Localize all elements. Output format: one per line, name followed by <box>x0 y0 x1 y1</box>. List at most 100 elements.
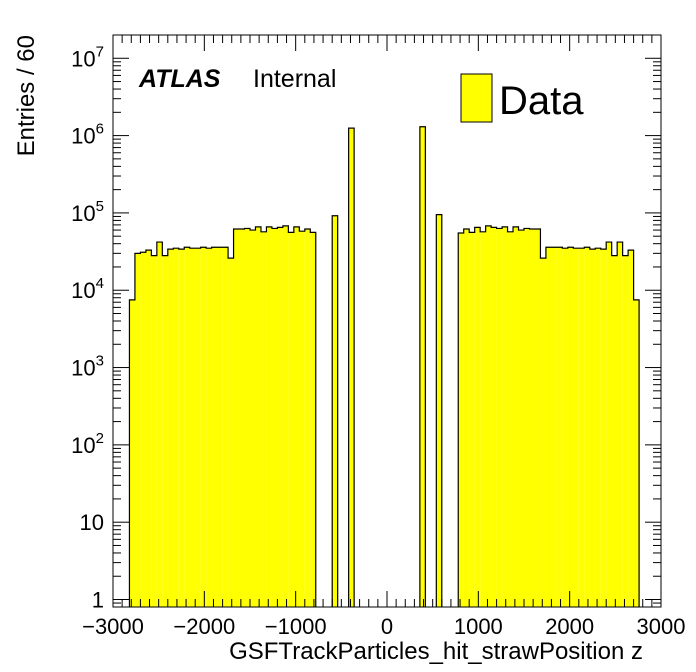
histogram-bar <box>260 231 267 607</box>
histogram-bar <box>222 247 229 607</box>
histogram-bar <box>348 128 355 607</box>
histogram-bar <box>167 249 174 607</box>
histogram-bar <box>507 231 514 607</box>
y-tick-label: 10 <box>80 510 104 535</box>
histogram-bar <box>617 242 623 607</box>
histogram-bar <box>228 258 234 607</box>
histogram-bar <box>573 248 579 608</box>
histogram-bar <box>184 247 190 607</box>
histogram-bar <box>518 230 524 607</box>
histogram-bar <box>145 250 152 607</box>
y-tick-label: 106 <box>71 121 104 149</box>
x-tick-label: 3000 <box>637 614 686 639</box>
x-tick-label: −2000 <box>173 614 235 639</box>
histogram-bar <box>606 242 612 607</box>
histogram-bar <box>496 228 503 607</box>
x-axis-tick-labels: −3000 −2000 −1000 0 1000 2000 3000 <box>82 614 685 639</box>
histogram-bar <box>556 247 563 607</box>
histogram-bar <box>310 232 316 607</box>
y-tick-label: 102 <box>71 430 104 458</box>
histogram-outline <box>419 126 426 607</box>
y-axis-ticks <box>113 34 661 608</box>
histogram-bar <box>255 226 261 607</box>
legend-label-data: Data <box>499 79 584 123</box>
histogram-outline <box>457 225 640 607</box>
x-tick-label: −1000 <box>265 614 327 639</box>
histogram-bar <box>233 228 240 607</box>
histogram-bar <box>584 247 590 607</box>
histogram-outline <box>331 215 339 607</box>
histogram-bar <box>578 248 585 608</box>
histogram-bar <box>156 242 163 607</box>
histogram-bar <box>282 225 289 607</box>
histogram-bar <box>134 253 141 607</box>
histogram-bar <box>529 228 535 607</box>
histogram-bar <box>189 248 196 608</box>
histogram-bar <box>419 126 426 607</box>
histogram-bar <box>271 228 278 607</box>
y-tick-label: 103 <box>71 353 104 381</box>
histogram-bar <box>540 258 546 607</box>
histogram-bar <box>567 247 574 607</box>
histogram-bar <box>239 228 245 607</box>
histogram-bar <box>463 228 470 607</box>
histogram-bar <box>200 247 207 607</box>
histogram-bar <box>622 255 629 607</box>
histogram-outline <box>435 214 443 607</box>
histogram-bar <box>551 247 557 607</box>
histogram-bar <box>458 232 464 607</box>
histogram-bars <box>128 126 640 608</box>
atlas-label: ATLAS <box>138 65 221 93</box>
histogram-bar <box>534 228 541 607</box>
histogram-bar <box>589 249 596 607</box>
y-tick-label: 107 <box>71 43 104 71</box>
histogram-outline <box>348 127 355 607</box>
histogram-bar <box>244 228 250 607</box>
internal-label: Internal <box>253 65 336 93</box>
histogram-bar <box>277 227 283 608</box>
histogram-bar <box>480 231 486 607</box>
x-tick-label: 1000 <box>454 614 503 639</box>
histogram-bar <box>628 250 634 607</box>
histogram-bar <box>332 215 338 607</box>
histogram-bar <box>502 226 508 607</box>
histogram-bar <box>595 248 601 608</box>
histogram-bar <box>217 247 223 607</box>
histogram-bar <box>491 227 497 608</box>
histogram-bar <box>633 299 640 607</box>
histogram-bar <box>195 248 201 608</box>
x-tick-label: −3000 <box>82 614 144 639</box>
histogram-bar <box>288 232 294 607</box>
histogram-bar <box>293 226 300 607</box>
histogram-bar <box>173 248 179 608</box>
y-tick-label: 105 <box>71 198 104 226</box>
histogram-bar <box>266 226 272 607</box>
histogram-bar <box>178 249 185 607</box>
x-axis-title: GSFTrackParticles_hit_strawPosition z <box>229 638 643 665</box>
histogram-bar <box>513 226 519 607</box>
histogram-bar <box>524 228 530 607</box>
histogram-bar <box>436 214 442 607</box>
x-tick-label: 0 <box>381 614 393 639</box>
histogram-bar <box>474 227 481 608</box>
histogram-bar <box>469 232 475 607</box>
histogram-bar <box>140 252 146 607</box>
histogram-bar <box>304 228 311 607</box>
histogram-bar <box>545 247 552 607</box>
histogram-bar <box>562 248 568 608</box>
histogram-bar <box>250 230 256 607</box>
histogram-outline <box>128 225 317 607</box>
y-tick-label: 104 <box>71 275 104 303</box>
histogram-bar <box>162 255 168 607</box>
y-tick-label: 1 <box>92 588 104 613</box>
histogram-bar <box>211 247 218 607</box>
histogram-bar <box>206 248 212 608</box>
histogram-bar <box>151 255 157 607</box>
x-axis-ticks <box>112 35 662 607</box>
legend-swatch-data <box>460 73 493 123</box>
histogram-bar <box>299 231 305 607</box>
y-axis-title: Entries / 60 <box>13 35 40 156</box>
histogram-bar <box>485 225 492 607</box>
legend: Data <box>460 73 584 123</box>
